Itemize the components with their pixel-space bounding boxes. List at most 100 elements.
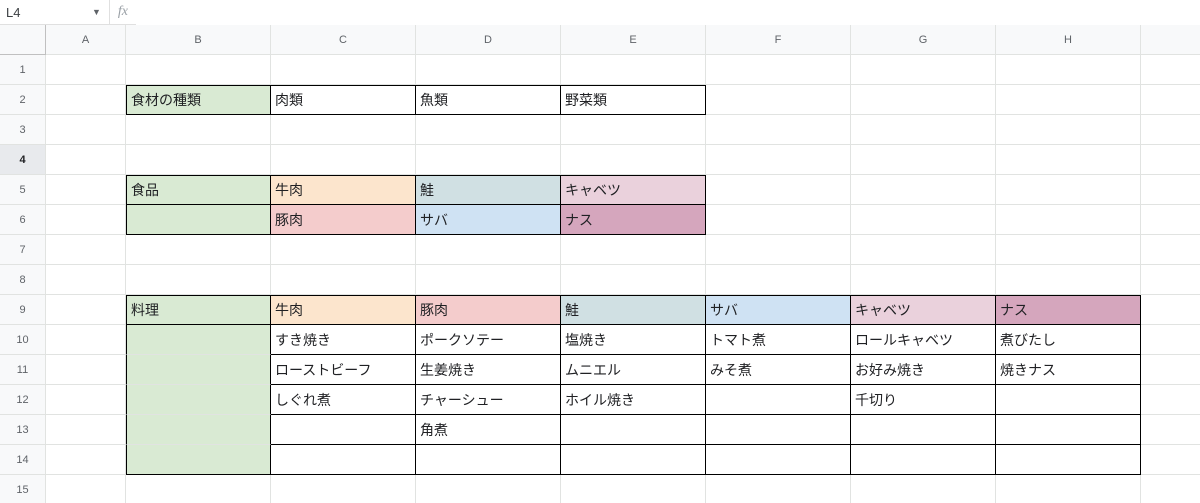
col-header-G[interactable]: G [851,25,996,55]
cell-G13[interactable] [851,415,996,445]
cell-D9[interactable]: 豚肉 [416,295,561,325]
cell-G6[interactable] [851,205,996,235]
cell-D4[interactable] [416,145,561,175]
cell-A4[interactable] [46,145,126,175]
formula-input[interactable] [136,0,1200,25]
cell-F13[interactable] [706,415,851,445]
row-header-10[interactable]: 10 [0,325,46,355]
cell-G2[interactable] [851,85,996,115]
cell-E4[interactable] [561,145,706,175]
cell-B12[interactable] [126,385,271,415]
cell-B8[interactable] [126,265,271,295]
cell-H2[interactable] [996,85,1141,115]
cell-B1[interactable] [126,55,271,85]
cell-A9[interactable] [46,295,126,325]
cell-B4[interactable] [126,145,271,175]
cell-H7[interactable] [996,235,1141,265]
cell-H1[interactable] [996,55,1141,85]
cell-A14[interactable] [46,445,126,475]
cell-G1[interactable] [851,55,996,85]
cell-E6[interactable]: ナス [561,205,706,235]
cell-B13[interactable] [126,415,271,445]
cell-C13[interactable] [271,415,416,445]
cell-F15[interactable] [706,475,851,503]
row-header-2[interactable]: 2 [0,85,46,115]
cell-C4[interactable] [271,145,416,175]
row-header-5[interactable]: 5 [0,175,46,205]
cell-E1[interactable] [561,55,706,85]
cell-C12[interactable]: しぐれ煮 [271,385,416,415]
cell-C3[interactable] [271,115,416,145]
select-all-corner[interactable] [0,25,46,55]
cell-E5[interactable]: キャベツ [561,175,706,205]
row-header-9[interactable]: 9 [0,295,46,325]
cell-D14[interactable] [416,445,561,475]
cell-C10[interactable]: すき焼き [271,325,416,355]
cell-E15[interactable] [561,475,706,503]
cell-C15[interactable] [271,475,416,503]
cell-H10[interactable]: 煮びたし [996,325,1141,355]
cell-E14[interactable] [561,445,706,475]
row-header-14[interactable]: 14 [0,445,46,475]
cell-E12[interactable]: ホイル焼き [561,385,706,415]
cell-G9[interactable]: キャベツ [851,295,996,325]
row-header-1[interactable]: 1 [0,55,46,85]
col-header-C[interactable]: C [271,25,416,55]
cell-D1[interactable] [416,55,561,85]
cell-A11[interactable] [46,355,126,385]
cell-A10[interactable] [46,325,126,355]
col-header-B[interactable]: B [126,25,271,55]
cell-C8[interactable] [271,265,416,295]
cell-G8[interactable] [851,265,996,295]
cell-G3[interactable] [851,115,996,145]
cell-G5[interactable] [851,175,996,205]
row-header-3[interactable]: 3 [0,115,46,145]
cell-C9[interactable]: 牛肉 [271,295,416,325]
cell-F12[interactable] [706,385,851,415]
row-header-4[interactable]: 4 [0,145,46,175]
cell-B9[interactable]: 料理 [126,295,271,325]
cell-B14[interactable] [126,445,271,475]
cell-B10[interactable] [126,325,271,355]
cell-A1[interactable] [46,55,126,85]
cell-F11[interactable]: みそ煮 [706,355,851,385]
cell-D15[interactable] [416,475,561,503]
cell-C14[interactable] [271,445,416,475]
cell-E2[interactable]: 野菜類 [561,85,706,115]
cell-E7[interactable] [561,235,706,265]
cell-D7[interactable] [416,235,561,265]
cell-F14[interactable] [706,445,851,475]
cell-A6[interactable] [46,205,126,235]
row-header-7[interactable]: 7 [0,235,46,265]
cell-H4[interactable] [996,145,1141,175]
cell-G10[interactable]: ロールキャベツ [851,325,996,355]
col-header-H[interactable]: H [996,25,1141,55]
cell-H14[interactable] [996,445,1141,475]
cell-D5[interactable]: 鮭 [416,175,561,205]
cell-D10[interactable]: ポークソテー [416,325,561,355]
cell-F2[interactable] [706,85,851,115]
col-header-D[interactable]: D [416,25,561,55]
cell-F5[interactable] [706,175,851,205]
cell-B11[interactable] [126,355,271,385]
cell-H3[interactable] [996,115,1141,145]
name-box-dropdown-icon[interactable]: ▼ [92,0,110,24]
cell-A12[interactable] [46,385,126,415]
cell-G4[interactable] [851,145,996,175]
cell-A15[interactable] [46,475,126,503]
col-header-A[interactable]: A [46,25,126,55]
cell-C6[interactable]: 豚肉 [271,205,416,235]
cell-B15[interactable] [126,475,271,503]
cell-A2[interactable] [46,85,126,115]
cell-F1[interactable] [706,55,851,85]
cell-B3[interactable] [126,115,271,145]
row-header-12[interactable]: 12 [0,385,46,415]
cell-H5[interactable] [996,175,1141,205]
cell-A7[interactable] [46,235,126,265]
row-header-11[interactable]: 11 [0,355,46,385]
cell-H12[interactable] [996,385,1141,415]
row-header-15[interactable]: 15 [0,475,46,503]
cell-A13[interactable] [46,415,126,445]
cell-H15[interactable] [996,475,1141,503]
cell-F6[interactable] [706,205,851,235]
